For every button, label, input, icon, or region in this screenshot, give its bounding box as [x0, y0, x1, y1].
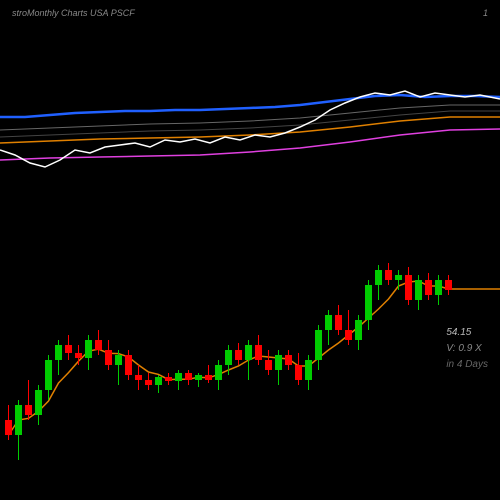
candle-body [55, 345, 62, 360]
candle-body [225, 350, 232, 365]
candle-body [65, 345, 72, 353]
candle-body [415, 280, 422, 300]
candle-body [215, 365, 222, 380]
candle-body [125, 355, 132, 375]
indicator-line [0, 91, 500, 167]
candle-body [305, 360, 312, 380]
candle-body [85, 340, 92, 358]
candle-body [145, 380, 152, 385]
candle-body [295, 365, 302, 380]
candle-body [25, 405, 32, 415]
candle-body [315, 330, 322, 360]
candle-body [275, 355, 282, 370]
candle-body [425, 280, 432, 295]
candle-body [75, 353, 82, 358]
candle-body [435, 280, 442, 295]
candle-body [45, 360, 52, 390]
candle-body [345, 330, 352, 340]
candle-body [445, 280, 452, 290]
candle-body [365, 285, 372, 320]
candle-body [375, 270, 382, 285]
candle-body [5, 420, 12, 435]
candle-body [355, 320, 362, 340]
candle-body [405, 275, 412, 300]
candle-body [255, 345, 262, 360]
moving-average-line [9, 281, 500, 435]
candle-body [235, 350, 242, 360]
candle-body [175, 373, 182, 381]
info-block: 54.15 V: 0.9 X in 4 Days [446, 325, 488, 373]
candle-body [95, 340, 102, 350]
candle-body [325, 315, 332, 330]
candle-body [205, 375, 212, 380]
volume-label: V: 0.9 X [446, 341, 488, 357]
candle-body [15, 405, 22, 435]
candle-body [165, 377, 172, 381]
candlestick-panel [0, 225, 500, 470]
candlestick-svg [0, 225, 500, 470]
chart-title-right: 1 [483, 8, 488, 18]
candle-body [135, 375, 142, 380]
candle-body [115, 355, 122, 365]
candle-body [395, 275, 402, 280]
candle-body [195, 375, 202, 380]
chart-header: stroMonthly Charts USA PSCF 1 [0, 8, 500, 18]
days-label: in 4 Days [446, 357, 488, 373]
candle-body [265, 360, 272, 370]
candle-body [335, 315, 342, 330]
indicator-panel [0, 55, 500, 175]
candle-body [185, 373, 192, 380]
chart-title-left: stroMonthly Charts USA PSCF [12, 8, 135, 18]
candle-body [155, 377, 162, 385]
candle-body [285, 355, 292, 365]
candle-body [35, 390, 42, 415]
candle-body [385, 270, 392, 280]
candle-body [105, 350, 112, 365]
candle-body [245, 345, 252, 360]
indicator-lines-svg [0, 55, 500, 175]
last-price-label: 54.15 [446, 325, 488, 341]
